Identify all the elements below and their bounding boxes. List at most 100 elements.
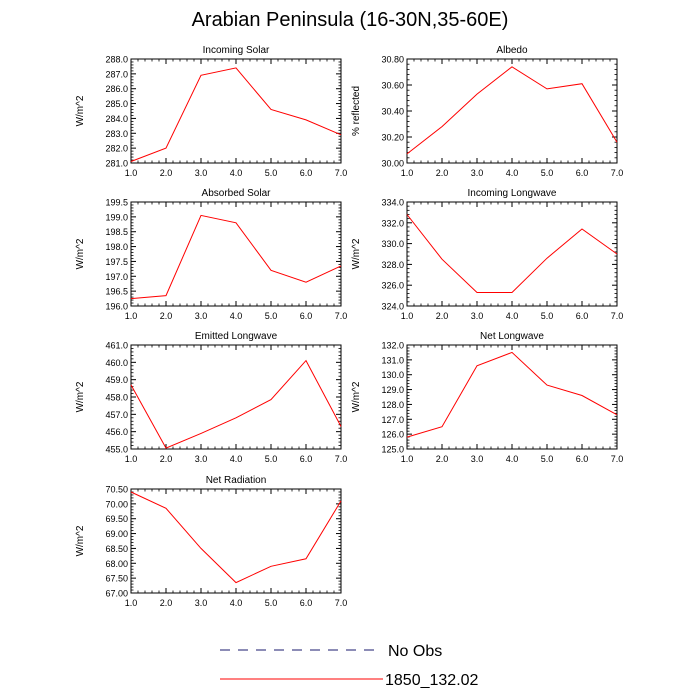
- x-tick-label: 2.0: [160, 311, 173, 321]
- y-tick-label: 30.40: [381, 107, 404, 117]
- x-tick-label: 5.0: [541, 168, 554, 178]
- x-tick-label: 4.0: [230, 454, 243, 464]
- x-tick-label: 3.0: [195, 168, 208, 178]
- y-tick-label: 70.00: [105, 499, 128, 509]
- y-tick-label: 30.00: [381, 159, 404, 169]
- x-tick-label: 6.0: [576, 311, 589, 321]
- y-tick-label: 30.60: [381, 81, 404, 91]
- x-tick-label: 3.0: [195, 454, 208, 464]
- x-tick-label: 7.0: [335, 454, 348, 464]
- x-tick-label: 7.0: [335, 311, 348, 321]
- x-tick-label: 1.0: [125, 454, 138, 464]
- x-tick-label: 2.0: [436, 454, 449, 464]
- x-tick-label: 3.0: [471, 168, 484, 178]
- panel-title: Net Radiation: [206, 475, 267, 486]
- y-axis-label: W/m^2: [351, 381, 362, 412]
- y-tick-label: 457.0: [105, 410, 128, 420]
- x-tick-label: 1.0: [401, 311, 414, 321]
- x-tick-label: 4.0: [506, 168, 519, 178]
- y-tick-label: 69.00: [105, 529, 128, 539]
- series-line: [130, 214, 342, 300]
- y-axis-label: W/m^2: [75, 95, 86, 126]
- x-tick-label: 6.0: [300, 454, 313, 464]
- y-axis-label: W/m^2: [351, 238, 362, 269]
- y-tick-label: 68.00: [105, 559, 128, 569]
- y-tick-label: 199.0: [105, 212, 128, 222]
- y-tick-label: 126.0: [381, 430, 404, 440]
- panel-title: Albedo: [496, 45, 528, 56]
- y-tick-label: 130.0: [381, 370, 404, 380]
- x-tick-label: 5.0: [541, 311, 554, 321]
- series-line: [406, 351, 618, 438]
- y-tick-label: 281.0: [105, 159, 128, 169]
- y-tick-label: 328.0: [381, 260, 404, 270]
- x-tick-label: 1.0: [125, 311, 138, 321]
- legend-model-label: 1850_132.02: [385, 672, 479, 689]
- x-tick-label: 6.0: [300, 168, 313, 178]
- x-tick-label: 1.0: [125, 598, 138, 608]
- y-tick-label: 196.5: [105, 287, 128, 297]
- y-tick-label: 283.0: [105, 129, 128, 139]
- chart-panel-6: Net Longwave W/m^2 1.0 2.0 3.0 4.0 5.0 6.0 7.0 12…: [351, 331, 623, 464]
- x-tick-label: 2.0: [436, 168, 449, 178]
- x-tick-label: 2.0: [160, 598, 173, 608]
- chart-panel-1: Incoming Solar W/m^2 1.0 2.0 3.0 4.0 5.0 6.0 7.0…: [75, 45, 347, 178]
- chart-panel-4: Incoming Longwave W/m^2 1.0 2.0 3.0 4.0 5.0 6.0…: [351, 188, 623, 321]
- y-axis-label: W/m^2: [75, 238, 86, 269]
- chart-panel-7: Net Radiation W/m^2 1.0 2.0 3.0 4.0 5.0 6.0 7.0 6…: [75, 475, 347, 608]
- panel-title: Incoming Longwave: [468, 188, 557, 199]
- series-line: [130, 359, 342, 449]
- x-tick-label: 4.0: [230, 598, 243, 608]
- y-tick-label: 129.0: [381, 385, 404, 395]
- y-tick-label: 125.0: [381, 445, 404, 455]
- plot-frame: [130, 58, 342, 164]
- x-tick-label: 3.0: [195, 311, 208, 321]
- x-tick-label: 5.0: [265, 311, 278, 321]
- x-tick-label: 1.0: [401, 168, 414, 178]
- y-tick-label: 459.0: [105, 375, 128, 385]
- y-tick-label: 284.0: [105, 114, 128, 124]
- y-tick-label: 128.0: [381, 400, 404, 410]
- x-tick-label: 7.0: [611, 311, 624, 321]
- y-tick-label: 330.0: [381, 239, 404, 249]
- y-axis-label: % reflected: [351, 86, 362, 136]
- y-tick-label: 199.5: [105, 198, 128, 208]
- plot-frame: [130, 201, 342, 307]
- x-tick-label: 1.0: [401, 454, 414, 464]
- y-tick-label: 460.0: [105, 358, 128, 368]
- y-tick-label: 197.5: [105, 257, 128, 267]
- y-tick-label: 198.0: [105, 242, 128, 252]
- x-tick-label: 6.0: [576, 168, 589, 178]
- plot-frame: [406, 58, 618, 164]
- y-tick-label: 132.0: [381, 341, 404, 351]
- series-line: [130, 67, 342, 162]
- x-tick-label: 4.0: [506, 454, 519, 464]
- x-tick-label: 2.0: [160, 168, 173, 178]
- y-tick-label: 461.0: [105, 341, 128, 351]
- y-tick-label: 288.0: [105, 55, 128, 65]
- series-line: [406, 214, 618, 293]
- y-tick-label: 69.50: [105, 514, 128, 524]
- y-tick-label: 282.0: [105, 144, 128, 154]
- legend-no-obs-label: No Obs: [388, 643, 442, 660]
- y-tick-label: 455.0: [105, 445, 128, 455]
- y-tick-label: 286.0: [105, 84, 128, 94]
- y-tick-label: 198.5: [105, 227, 128, 237]
- series-line: [406, 66, 618, 155]
- y-tick-label: 334.0: [381, 198, 404, 208]
- y-tick-label: 456.0: [105, 427, 128, 437]
- legend: No Obs 1850_132.02: [220, 643, 479, 689]
- x-tick-label: 7.0: [611, 454, 624, 464]
- x-tick-label: 6.0: [576, 454, 589, 464]
- y-tick-label: 30.80: [381, 55, 404, 65]
- x-tick-label: 3.0: [471, 311, 484, 321]
- y-tick-label: 324.0: [381, 302, 404, 312]
- y-tick-label: 68.50: [105, 544, 128, 554]
- x-tick-label: 7.0: [335, 598, 348, 608]
- panel-title: Incoming Solar: [203, 45, 270, 56]
- y-tick-label: 285.0: [105, 99, 128, 109]
- y-tick-label: 127.0: [381, 415, 404, 425]
- y-tick-label: 30.20: [381, 133, 404, 143]
